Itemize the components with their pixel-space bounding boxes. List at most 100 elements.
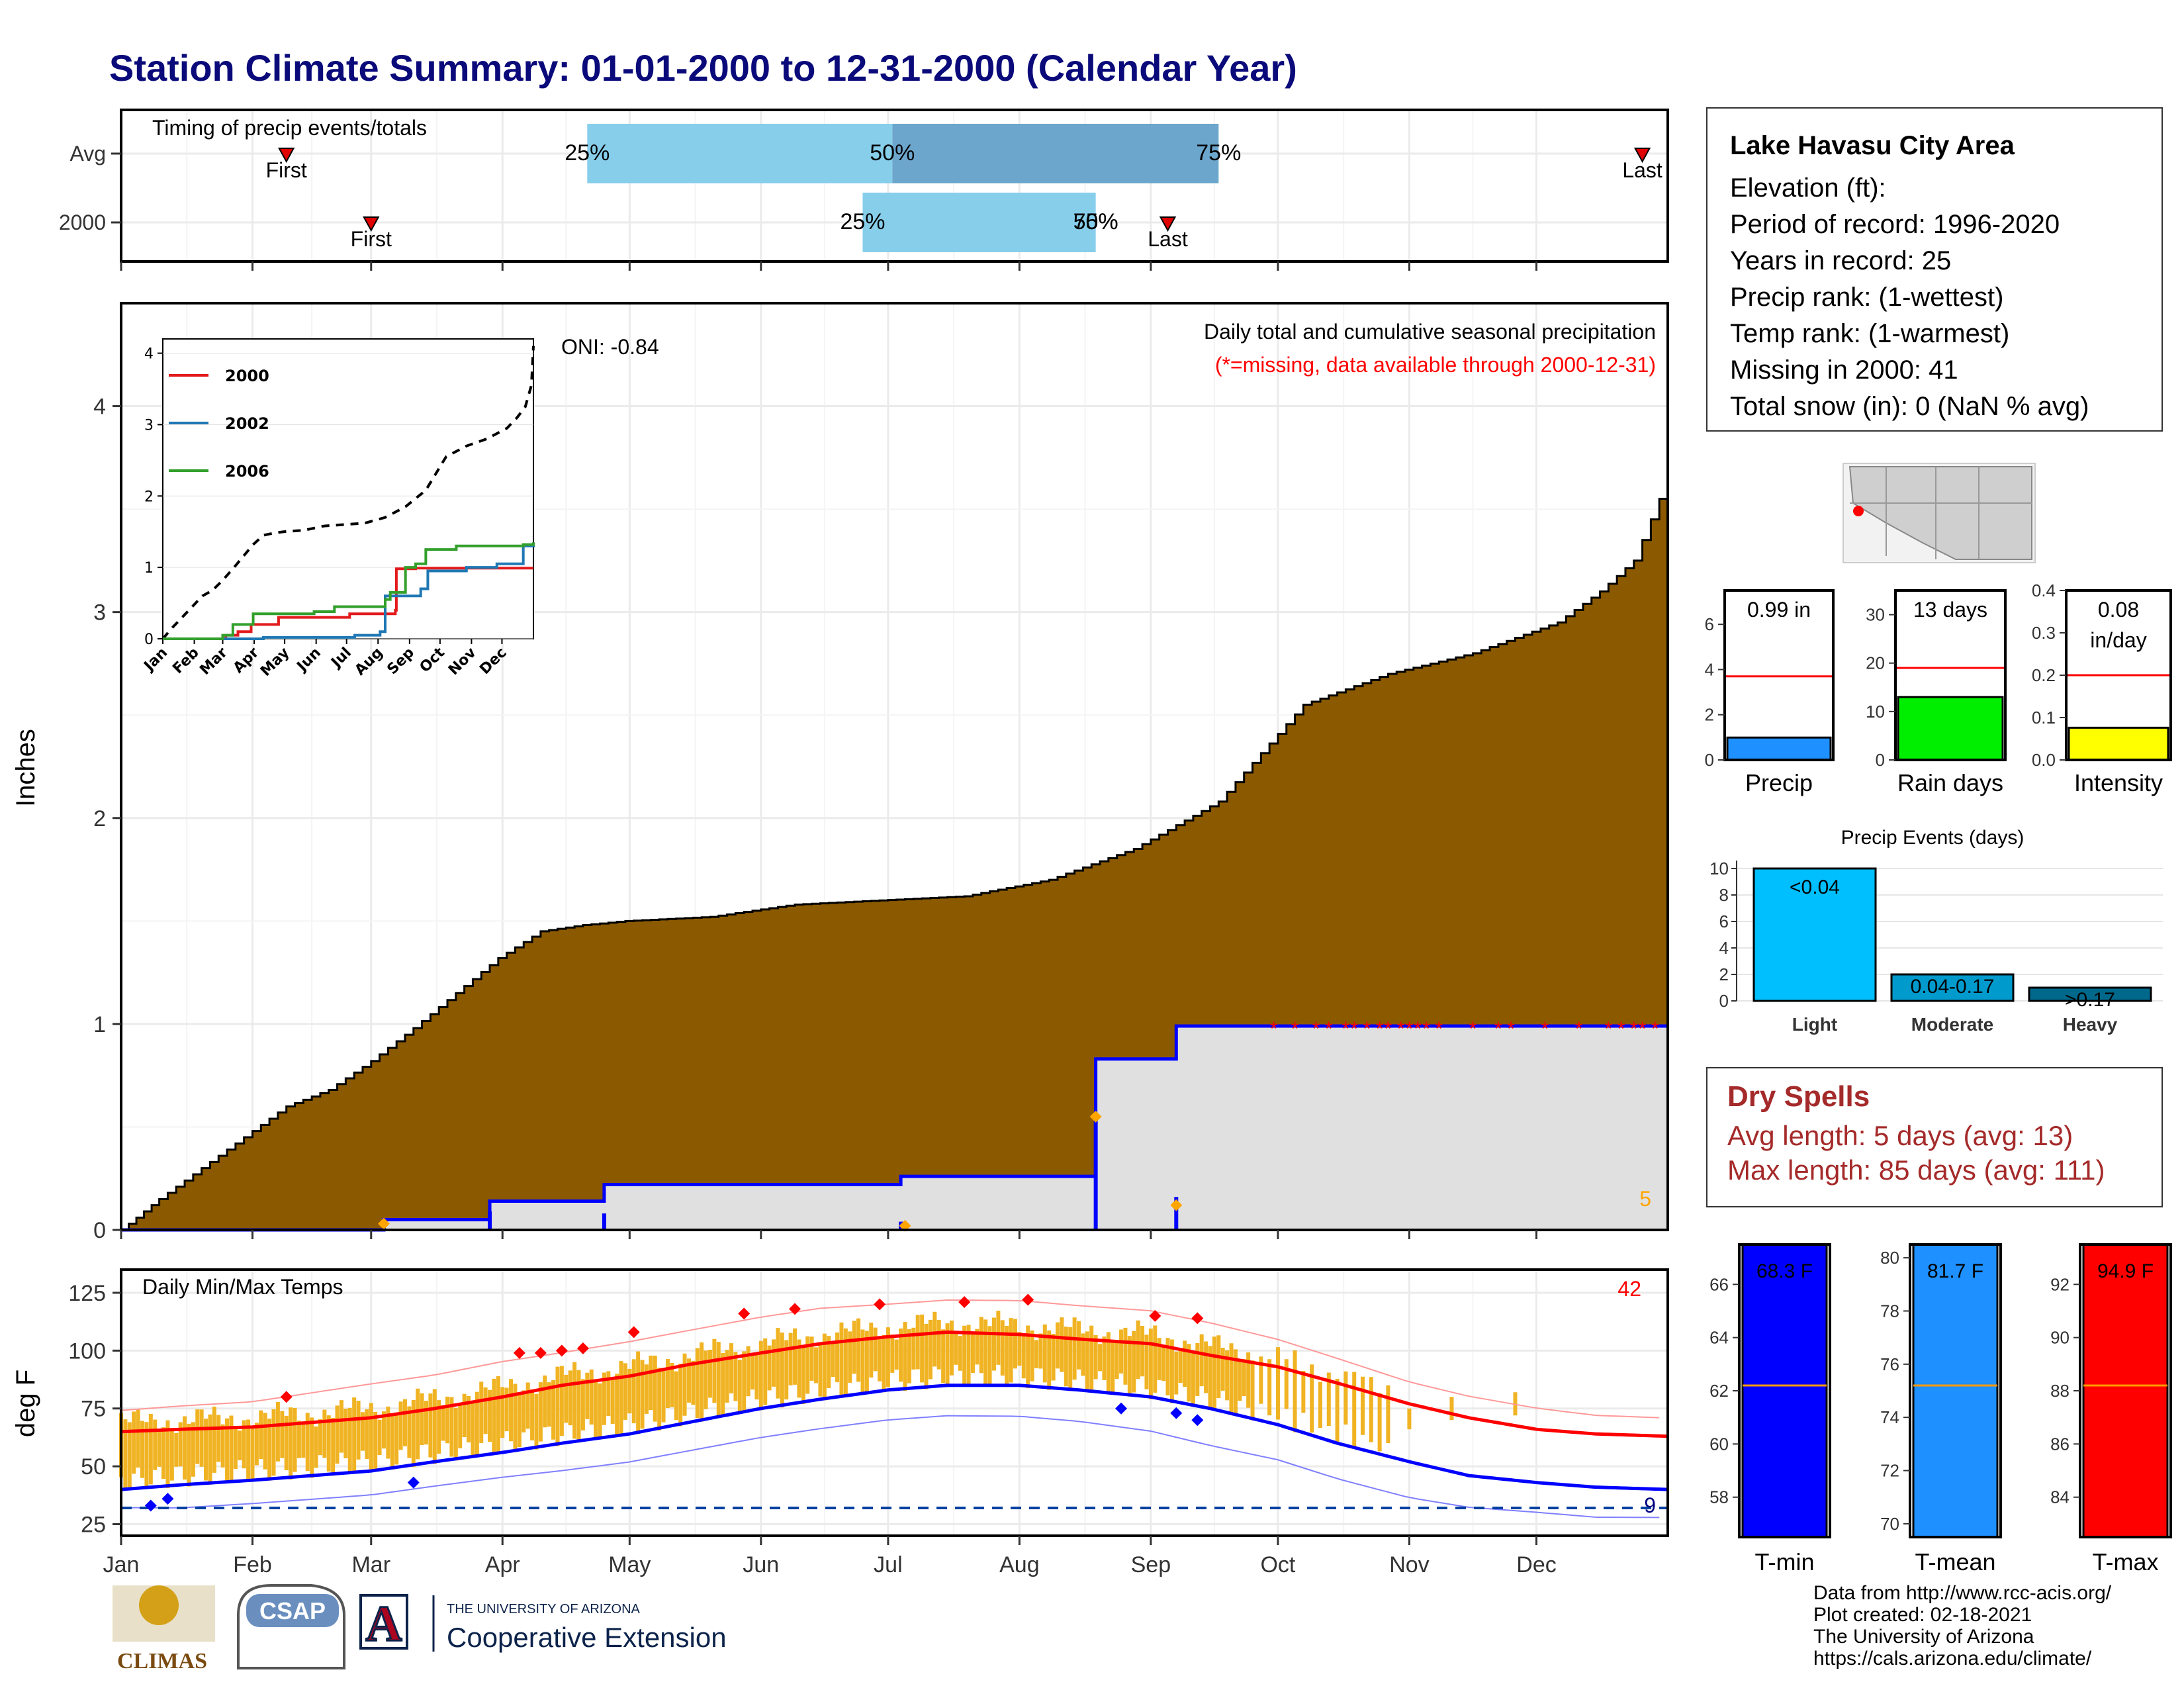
tbar-value-2: 94.9 F [2097,1260,2154,1282]
temp-x-tick-label-7: Aug [999,1552,1040,1577]
missing-marker-17: * [1541,1018,1549,1040]
missing-marker-23: * [1651,1018,1659,1040]
temp-x-tick-label-3: Apr [485,1552,520,1577]
temp-avg-min-line [120,1383,1668,1491]
precip-corner-count: 5 [1639,1187,1651,1211]
precip-panel: * * * * * * * * * * * * * * * * * * * * * * * *01234InchesDaily… [11,302,1669,1243]
events-bar-2 [2028,986,2152,1002]
temp-x-tick-label-1: Feb [233,1552,272,1577]
precip-y-tick-label-2: 2 [93,806,106,831]
temp-y-tick-label-3: 100 [68,1338,106,1364]
climas-logo-sun [139,1585,179,1625]
temp-record-high-diamond-11 [1149,1309,1161,1322]
missing-marker-20: * [1617,1018,1625,1040]
missing-marker-21: * [1630,1018,1638,1040]
mini-tick-label-2-0: 0.0 [2032,750,2056,770]
timing-marker-last [1159,216,1177,232]
missing-marker-0: * [1270,1018,1278,1040]
tbar-label-2: T-max [2092,1548,2158,1575]
missing-marker-22: * [1639,1018,1647,1040]
missing-marker-11: * [1414,1018,1422,1040]
inset-y-tick-label-3: 3 [144,417,154,434]
inset-legend-label-0: 2000 [225,367,269,385]
temp-record-low-diamond-5 [1191,1414,1204,1427]
temp-record-min-line [120,1415,1660,1519]
tbar-label-1: T-mean [1915,1548,1995,1575]
mini-bar-charts: 0 2 4 6 0.99 in Precip 0 10 20 30 13 days Rain days… [1705,581,2172,796]
mini-label-0: Precip [1745,769,1813,796]
dry-spells-avg: Avg length: 5 days (avg: 13) [1727,1120,2073,1151]
timing-label-p25: 25% [840,209,885,234]
tbar-value-0: 68.3 F [1756,1260,1813,1282]
mini-tick-label-2-3: 0.3 [2032,623,2056,643]
temp-x-tick-label-8: Sep [1131,1552,1171,1577]
temp-record-high-diamond-6 [738,1307,751,1320]
temp-record-low-diamond-2 [407,1476,420,1489]
temp-record-high-diamond-4 [576,1342,589,1354]
map-borders [1850,467,2032,559]
tbar-tick-label-0-0: 58 [1709,1487,1729,1507]
tbar-tick-label-1-0: 70 [1880,1514,1899,1534]
timing-label-p75: 75% [1196,140,1241,165]
precip-year-cumulative-line [121,1024,1668,1232]
dry-spells-box: Dry Spells Avg length: 5 days (avg: 13) … [1706,1067,2163,1207]
temp-avg-max-line [120,1330,1668,1438]
oni-label: ONI: -0.84 [561,335,659,359]
missing-marker-13: * [1435,1018,1443,1040]
events-bar-1 [1890,973,2015,1002]
inset-y-tick-label-1: 1 [144,560,154,577]
timing-marker-last [1633,148,1651,164]
tbar-tick-label-0-2: 62 [1709,1381,1729,1401]
mini-tick-label-0-1: 2 [1705,705,1714,725]
inset-frame [162,338,534,639]
precip-event-diamond-0 [377,1217,390,1230]
precip-y-axis-label: Inches [11,729,40,807]
missing-marker-1: * [1291,1018,1299,1040]
temp-record-high-diamond-1 [513,1346,525,1359]
precip-y-tick-label-3: 3 [93,600,106,626]
precip-missing-note: (*=missing, data available through 2000-… [1215,353,1656,377]
mini-tick-label-1-2: 20 [1866,653,1885,673]
temp-record-low-diamond-3 [1115,1402,1128,1415]
page-title: Station Climate Summary: 01-01-2000 to 1… [109,47,1297,89]
precip-event-diamond-2 [1089,1110,1102,1123]
dry-spells-title: Dry Spells [1727,1080,1870,1113]
temp-y-tick-label-4: 125 [68,1281,106,1306]
timing-label-p50: 50% [1073,209,1118,234]
temp-x-tick-label-9: Oct [1260,1552,1295,1577]
timing-bar-q1 [587,124,893,183]
inset-y-tick-label-0: 0 [144,632,154,648]
mini-tick-label-1-1: 10 [1866,702,1885,722]
station-temp-rank: Temp rank: (1-warmest) [1730,319,2010,348]
events-title: Precip Events (days) [1841,827,2025,849]
missing-marker-3: * [1325,1018,1333,1040]
missing-marker-4: * [1342,1018,1350,1040]
timing-bar-q2 [892,124,1219,183]
temp-record-high-diamond-5 [627,1326,640,1338]
precip-y-tick-label-0: 0 [93,1218,106,1243]
temp-record-high-diamond-7 [789,1303,801,1315]
station-name: Lake Havasu City Area [1730,131,2015,160]
csap-logo-text: CSAP [259,1597,326,1624]
tbar-value-1: 81.7 F [1927,1260,1983,1282]
inset-avg-line [161,346,535,640]
inset-legend-label-2: 2006 [225,462,269,481]
footer-org: The University of Arizona [1813,1626,2034,1648]
events-tick-label-5: 10 [1709,859,1729,878]
station-years: Years in record: 25 [1730,246,1952,275]
missing-marker-10: * [1406,1018,1414,1040]
temp-record-high-diamond-2 [534,1346,547,1359]
missing-marker-15: * [1494,1018,1502,1040]
inset-series-2002 [163,542,535,640]
inset-y-tick-label-2: 2 [144,489,154,505]
tbar-tick-label-1-3: 76 [1880,1354,1899,1374]
events-bar-label-1: 0.04-0.17 [1911,976,1995,998]
tbar-bar-2 [2082,1243,2169,1538]
tbar-tick-label-0-1: 60 [1709,1434,1729,1454]
inset-series-2000 [163,567,533,640]
mini-tick-label-0-2: 4 [1705,659,1714,679]
timing-frame [120,109,1669,263]
